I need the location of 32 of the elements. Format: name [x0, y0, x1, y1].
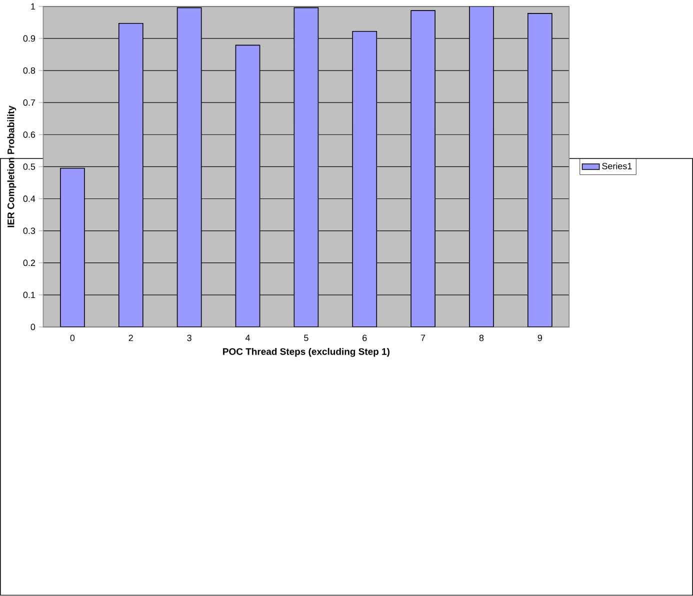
x-tick-label: 6	[362, 334, 367, 342]
bar	[60, 168, 85, 328]
x-tick-label: 7	[421, 334, 426, 342]
legend-label: Series1	[602, 162, 632, 170]
y-tick-label: 0	[30, 324, 36, 330]
y-tick-label: 0.5	[23, 164, 36, 170]
x-tick-label: 0	[70, 334, 75, 342]
bar	[528, 13, 552, 328]
x-tick-label: 5	[304, 334, 308, 342]
y-tick-label: 0.2	[23, 260, 35, 266]
bar	[352, 31, 378, 328]
y-tick-label: 0.8	[23, 68, 36, 74]
y-axis-title: IER Completion Probability	[7, 106, 16, 228]
bar	[469, 6, 494, 328]
x-axis-title: POC Thread Steps (excluding Step 1)	[223, 348, 390, 358]
bar	[235, 44, 260, 328]
y-tick-label: 1	[31, 4, 36, 10]
y-tick-label: 0.7	[23, 100, 35, 106]
x-tick-label: 9	[538, 334, 542, 342]
x-tick-label: 3	[187, 334, 192, 342]
y-tick-label: 0.9	[23, 35, 36, 42]
y-tick-label: 0.4	[23, 196, 36, 202]
y-tick-label: 0.1	[23, 292, 36, 298]
x-tick-label: 8	[479, 334, 484, 342]
y-tick-label: 0.6	[23, 132, 36, 138]
x-tick-label: 2	[128, 334, 133, 342]
y-tick-label: 0.3	[23, 228, 36, 234]
bar	[294, 7, 319, 328]
bar	[118, 23, 144, 328]
bar	[410, 10, 436, 328]
bar	[176, 7, 202, 328]
x-tick-label: 4	[245, 334, 250, 342]
